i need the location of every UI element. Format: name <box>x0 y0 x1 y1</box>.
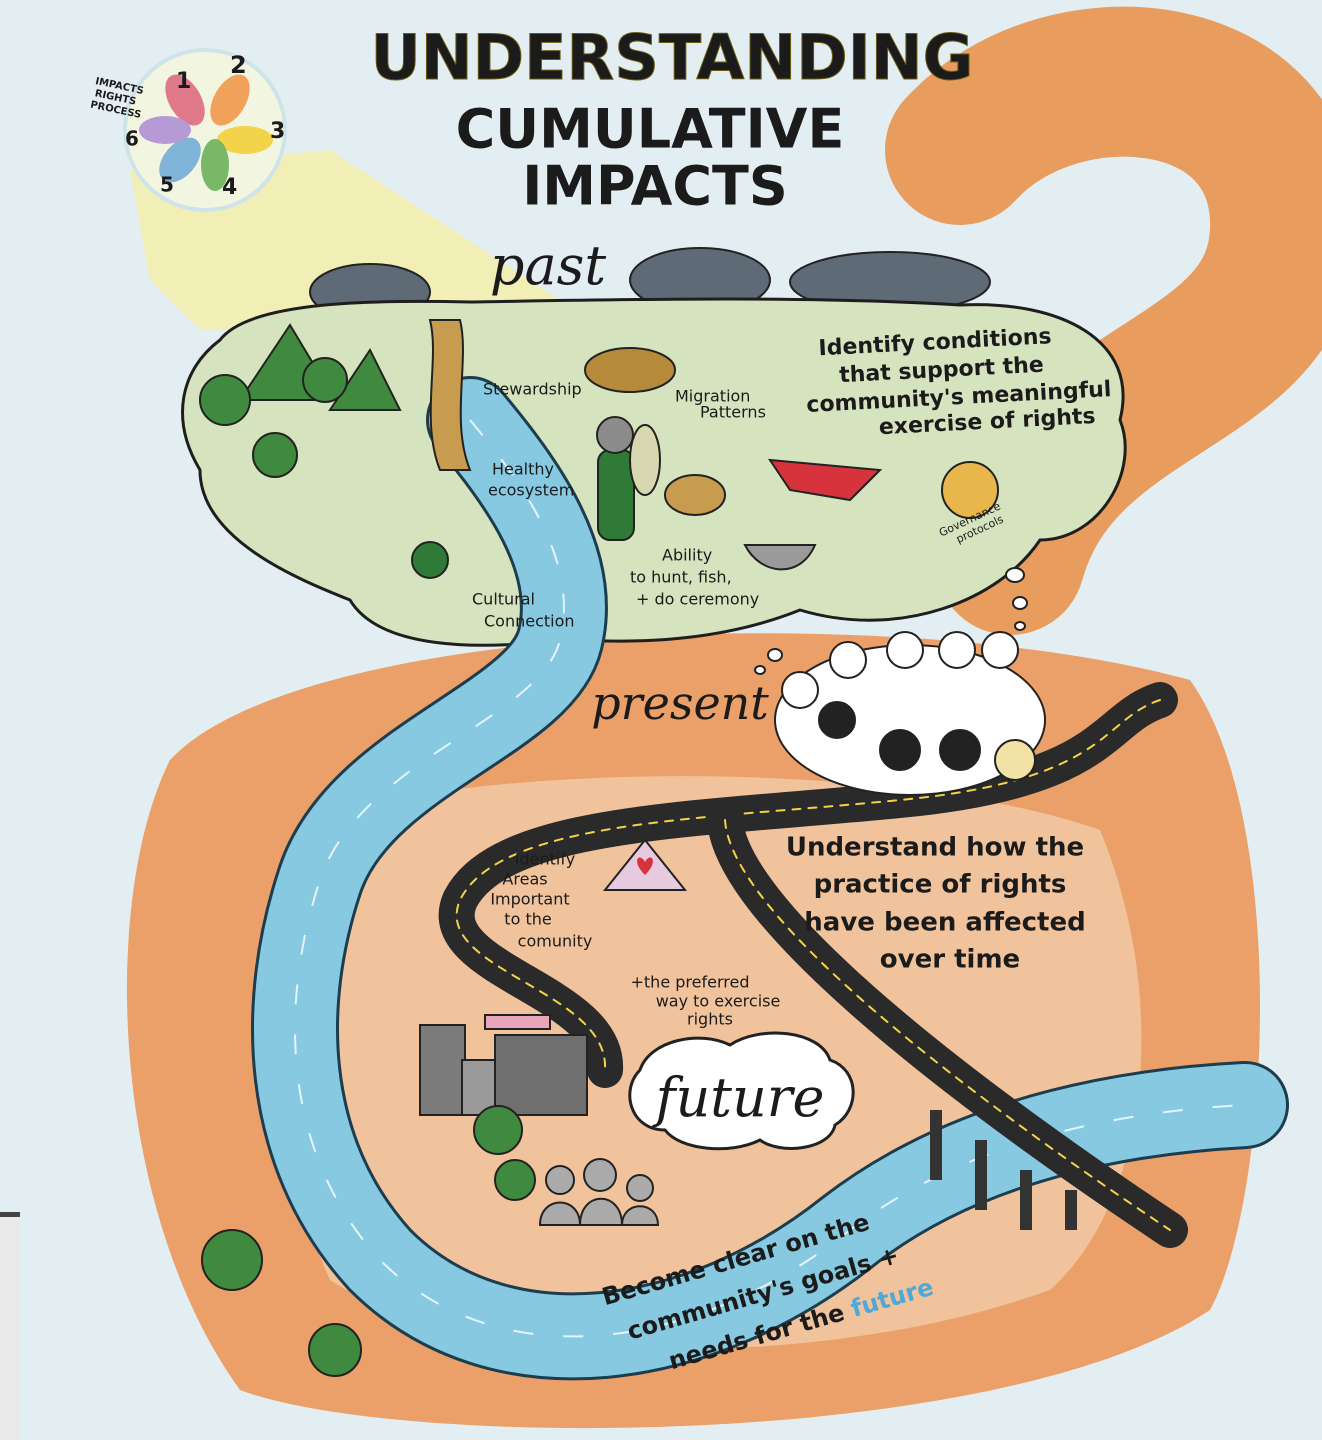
label: to the <box>504 910 551 929</box>
logo-number: 4 <box>222 175 237 200</box>
title-line: IMPACTS <box>522 155 788 218</box>
section-heading: future <box>651 1066 824 1129</box>
label: Important <box>490 890 569 909</box>
label: +the preferred <box>631 973 750 992</box>
label: Areas <box>502 870 547 889</box>
goal-line: Understand how the <box>786 833 1084 863</box>
title-line: UNDERSTANDING <box>370 21 973 94</box>
logo-number: 5 <box>160 173 174 197</box>
left-edge <box>0 1212 20 1440</box>
logo-number: 1 <box>176 69 191 94</box>
label: comunity <box>518 932 593 951</box>
label: way to exercise <box>656 992 781 1011</box>
page: Understanding Cumulative Impacts { "titl… <box>0 0 1322 1440</box>
body: 1 2 3 4 5 6 IMPACTS RIGHTS PROCESS UNDER… <box>0 0 1322 1440</box>
goal-line: over time <box>880 945 1020 975</box>
label: Cultural <box>472 590 535 609</box>
label: Ability <box>662 546 712 565</box>
section-heading: past <box>490 234 606 297</box>
goal-line: practice of rights <box>814 870 1067 900</box>
label: Identify <box>515 850 575 869</box>
label: Connection <box>484 612 575 631</box>
section-heading: present <box>591 676 769 730</box>
label: to hunt, fish, <box>630 568 732 587</box>
label: ecosystem <box>488 481 574 500</box>
label: + do ceremony <box>636 590 759 609</box>
logo-number: 3 <box>270 119 285 144</box>
goal-line: have been affected <box>804 908 1085 938</box>
label: rights <box>687 1010 733 1029</box>
logo <box>125 50 285 210</box>
label: Stewardship <box>483 380 582 399</box>
logo-number: 6 <box>125 127 139 151</box>
logo-number: 2 <box>230 51 247 79</box>
illustration: 1 2 3 4 5 6 IMPACTS RIGHTS PROCESS UNDER… <box>0 0 1322 1440</box>
title-line: CUMULATIVE <box>456 98 845 161</box>
left-edge-line <box>0 1212 20 1217</box>
label: Healthy <box>492 460 554 479</box>
label: Patterns <box>700 403 766 422</box>
